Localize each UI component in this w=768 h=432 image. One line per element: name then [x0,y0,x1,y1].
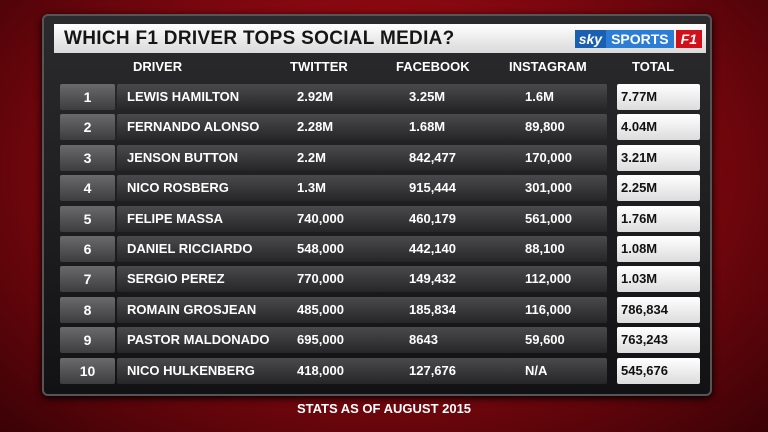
stat: 2.2M [297,149,326,165]
column-header: INSTAGRAM [509,59,587,74]
stat: 1.68M [409,119,446,135]
stat: 485,000 [297,301,344,317]
table-row: 7 SERGIO PEREZ 770,000 149,432 112,000 1.03M [60,266,702,293]
rank: 7 [60,266,115,293]
table-row: 4 NICO ROSBERG 1.3M 915,444 301,000 2.25M [60,175,702,202]
total: 1.76M [617,205,700,232]
total: 545,676 [617,357,700,384]
rank: 4 [60,175,115,202]
stat: 59,600 [525,332,565,348]
footer: STATS AS OF AUGUST 2015 [296,401,472,416]
total: 1.03M [617,266,700,293]
table-row: 1 LEWIS HAMILTON 2.92M 3.25M 1.6M 7.77M [60,84,702,110]
title-bar: WHICH F1 DRIVER TOPS SOCIAL MEDIA? sky S… [54,24,706,53]
stat: 170,000 [525,149,572,165]
total: 2.25M [617,175,700,202]
logo-mark: F1 [675,29,702,48]
stat: 112,000 [525,271,572,287]
driver-name: FELIPE MASSA [127,210,224,226]
stat: 418,000 [297,362,344,378]
logo-channel: SPORTS [606,29,674,48]
driver-name: FERNANDO ALONSO [127,119,260,135]
row-bar: NICO ROSBERG 1.3M 915,444 301,000 [117,175,607,202]
driver-name: ROMAIN GROSJEAN [127,301,257,317]
stat: N/A [525,362,548,378]
row-bar: LEWIS HAMILTON 2.92M 3.25M 1.6M [117,84,607,110]
stat: 1.6M [525,89,554,104]
stat: 8643 [409,332,438,348]
stat: 185,834 [409,301,456,317]
logo-brand: sky [574,29,607,48]
driver-name: SERGIO PEREZ [127,271,225,287]
total: 786,834 [617,296,700,323]
column-header: TWITTER [290,59,348,74]
rank: 6 [60,236,115,262]
stat: 915,444 [409,180,456,196]
stat: 740,000 [297,210,344,226]
stat: 1.3M [297,180,326,196]
row-bar: FELIPE MASSA 740,000 460,179 561,000 [117,205,607,232]
driver-name: DANIEL RICCIARDO [127,241,253,256]
column-header: TOTAL [632,59,675,74]
total: 7.77M [617,84,700,110]
stat: 460,179 [409,210,456,226]
driver-name: LEWIS HAMILTON [127,89,240,104]
rank: 3 [60,144,115,171]
column-header: FACEBOOK [396,59,470,74]
rank: 8 [60,296,115,323]
driver-name: PASTOR MALDONADO [127,332,270,348]
stat: 88,100 [525,241,565,256]
stat: 2.28M [297,119,334,135]
stat: 561,000 [525,210,572,226]
stat: 301,000 [525,180,572,196]
table-row: 6 DANIEL RICCIARDO 548,000 442,140 88,100 1.0… [60,236,702,262]
driver-name: NICO ROSBERG [127,180,229,196]
stat: 127,676 [409,362,456,378]
stat: 770,000 [297,271,344,287]
table-row: 8 ROMAIN GROSJEAN 485,000 185,834 116,000 786… [60,296,702,323]
rank: 1 [60,84,115,110]
table-row: 3 JENSON BUTTON 2.2M 842,477 170,000 3.21M [60,144,702,171]
rank: 2 [60,114,115,141]
total: 3.21M [617,144,700,171]
driver-name: JENSON BUTTON [127,149,238,165]
stat: 89,800 [525,119,565,135]
stat: 2.92M [297,89,334,104]
table-row: 5 FELIPE MASSA 740,000 460,179 561,000 1.76M [60,205,702,232]
logo: sky SPORTS F1 [574,28,702,49]
rank: 10 [60,357,115,384]
total: 1.08M [617,236,700,262]
row-bar: PASTOR MALDONADO 695,000 8643 59,600 [117,327,607,354]
stat: 116,000 [525,301,572,317]
row-bar: FERNANDO ALONSO 2.28M 1.68M 89,800 [117,114,607,141]
row-bar: ROMAIN GROSJEAN 485,000 185,834 116,000 [117,296,607,323]
table-row: 2 FERNANDO ALONSO 2.28M 1.68M 89,800 4.04M [60,114,702,141]
total: 763,243 [617,327,700,354]
stat: 548,000 [297,241,344,256]
row-bar: SERGIO PEREZ 770,000 149,432 112,000 [117,266,607,293]
stat: 149,432 [409,271,456,287]
row-bar: NICO HULKENBERG 418,000 127,676 N/A [117,357,607,384]
stat: 3.25M [409,89,446,104]
stat: 695,000 [297,332,344,348]
column-header: DRIVER [133,59,183,74]
driver-name: NICO HULKENBERG [127,362,255,378]
title: WHICH F1 DRIVER TOPS SOCIAL MEDIA? [64,28,455,49]
rank: 5 [60,205,115,232]
total: 4.04M [617,114,700,141]
table-row: 10 NICO HULKENBERG 418,000 127,676 N/A 545,67… [60,357,702,384]
row-bar: DANIEL RICCIARDO 548,000 442,140 88,100 [117,236,607,262]
stat: 442,140 [409,241,456,256]
row-bar: JENSON BUTTON 2.2M 842,477 170,000 [117,144,607,171]
stat: 842,477 [409,149,456,165]
table-row: 9 PASTOR MALDONADO 695,000 8643 59,600 763,24… [60,327,702,354]
rank: 9 [60,327,115,354]
